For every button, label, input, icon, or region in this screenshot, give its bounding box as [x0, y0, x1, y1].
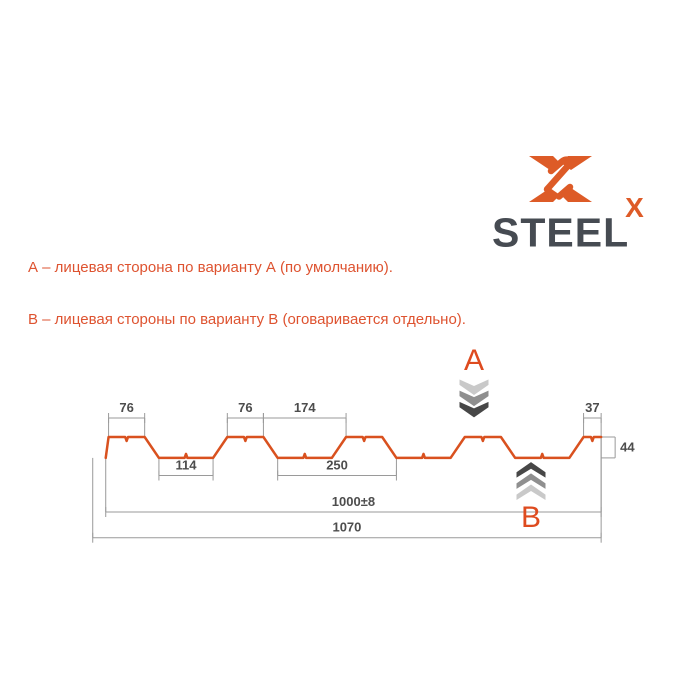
svg-text:1000±8: 1000±8: [332, 494, 375, 509]
svg-text:76: 76: [238, 400, 252, 415]
svg-text:76: 76: [119, 400, 133, 415]
svg-text:250: 250: [326, 458, 348, 473]
svg-text:44: 44: [620, 439, 635, 454]
svg-text:37: 37: [585, 400, 599, 415]
svg-text:174: 174: [294, 400, 316, 415]
svg-text:B: B: [521, 501, 541, 534]
svg-text:A: A: [464, 344, 484, 377]
svg-text:1070: 1070: [332, 520, 361, 535]
svg-text:114: 114: [176, 458, 198, 473]
